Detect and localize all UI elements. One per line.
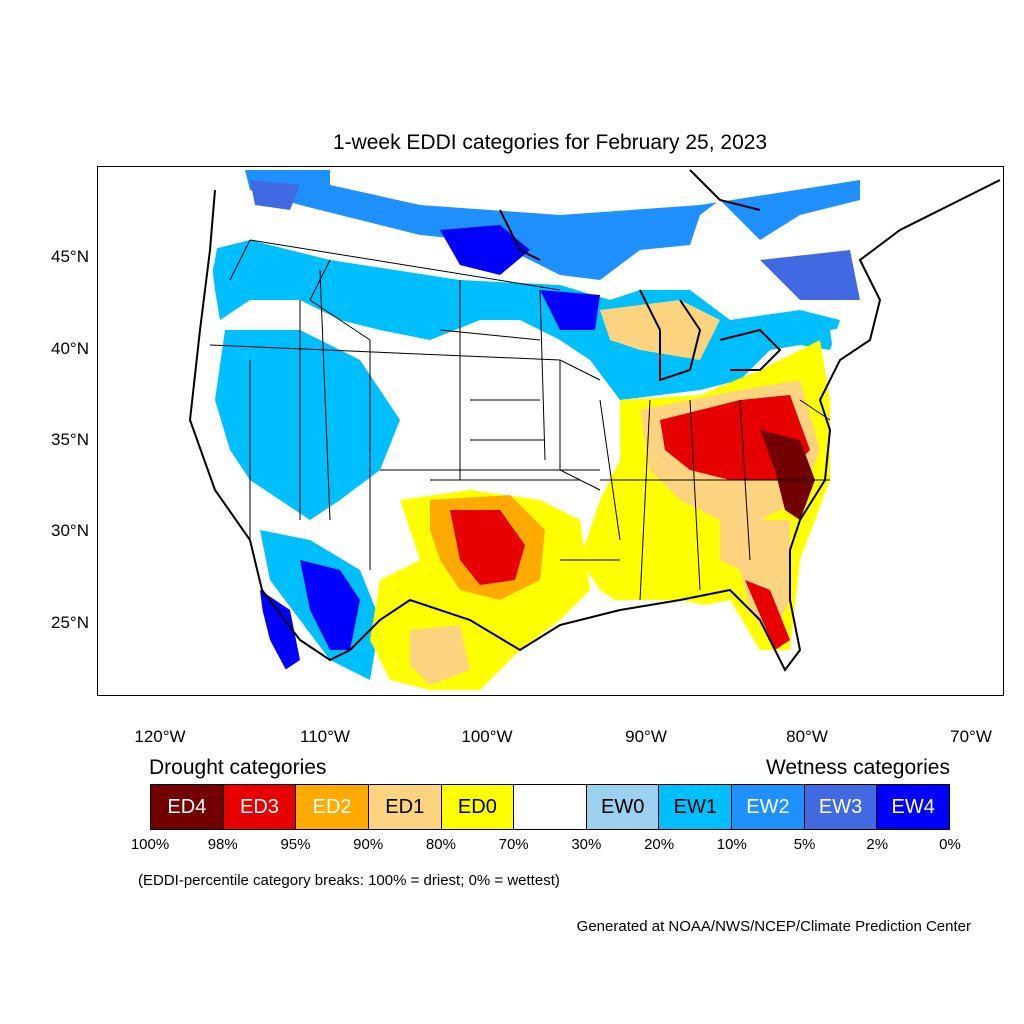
legend-swatch-ed1: ED1 bbox=[368, 785, 442, 829]
percent-break-label: 98% bbox=[207, 836, 238, 853]
lon-label-80: 80°W bbox=[786, 727, 828, 746]
wetness-categories-heading: Wetness categories bbox=[765, 756, 950, 779]
atlantic-ocean bbox=[800, 300, 1004, 696]
eddi-map bbox=[97, 166, 1004, 696]
percent-break-label: 5% bbox=[793, 836, 816, 853]
lat-label-35: 35°N bbox=[51, 430, 89, 449]
drought-categories-heading: Drought categories bbox=[149, 756, 327, 779]
lat-label-45: 45°N bbox=[51, 247, 89, 266]
legend-swatch-ew4: EW4 bbox=[877, 785, 950, 829]
lon-label-90: 90°W bbox=[625, 727, 667, 746]
lat-label-30: 30°N bbox=[51, 521, 89, 540]
legend-swatch-ed4: ED4 bbox=[151, 785, 224, 829]
legend-swatch-ew3: EW3 bbox=[804, 785, 878, 829]
percent-break-label: 100% bbox=[130, 836, 170, 853]
lon-label-120: 120°W bbox=[134, 727, 186, 746]
percent-break-label: 0% bbox=[939, 836, 961, 853]
percent-break-label: 90% bbox=[353, 836, 384, 853]
percent-break-label: 2% bbox=[866, 836, 889, 853]
breaks-note: (EDDI-percentile category breaks: 100% =… bbox=[138, 872, 560, 889]
lat-label-40: 40°N bbox=[51, 339, 89, 358]
percent-break-label: 70% bbox=[498, 836, 529, 853]
category-legend: ED4 ED3 ED2 ED1 ED0 EW0 EW1 EW2 EW3 EW4 bbox=[150, 784, 950, 830]
legend-swatch-ed2: ED2 bbox=[296, 785, 369, 829]
lon-label-110: 110°W bbox=[300, 727, 350, 746]
legend-swatch-ed3: ED3 bbox=[223, 785, 297, 829]
pacific-ocean bbox=[97, 166, 300, 696]
percent-break-label: 10% bbox=[716, 836, 747, 853]
percent-break-label: 95% bbox=[280, 836, 311, 853]
legend-swatch-normal bbox=[514, 785, 587, 829]
legend-swatch-ew0: EW0 bbox=[586, 785, 660, 829]
percent-break-label: 80% bbox=[425, 836, 456, 853]
state-boundaries bbox=[209, 239, 831, 601]
legend-swatch-ew1: EW1 bbox=[659, 785, 733, 829]
lat-label-25: 25°N bbox=[51, 613, 89, 632]
gulf-of-mexico bbox=[480, 600, 780, 696]
credit-line: Generated at NOAA/NWS/NCEP/Climate Predi… bbox=[576, 918, 971, 935]
lon-label-70: 70°W bbox=[950, 727, 992, 746]
percent-break-label: 20% bbox=[644, 836, 675, 853]
percent-break-label: 30% bbox=[571, 836, 602, 853]
lon-label-100: 100°W bbox=[461, 727, 513, 746]
map-title: 1-week EDDI categories for February 25, … bbox=[332, 131, 768, 154]
legend-swatch-ed0: ED0 bbox=[441, 785, 515, 829]
legend-swatch-ew2: EW2 bbox=[732, 785, 805, 829]
us-coastline bbox=[188, 179, 1001, 672]
